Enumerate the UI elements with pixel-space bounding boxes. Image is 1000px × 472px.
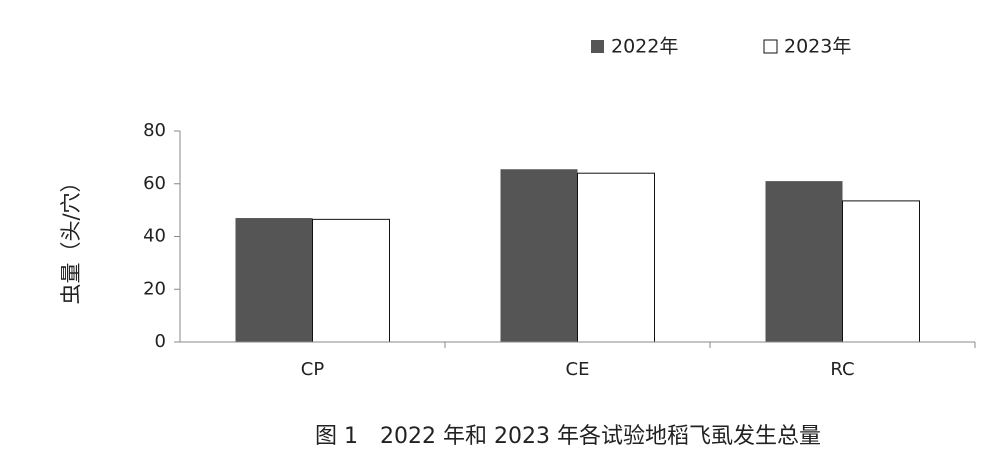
x-tick-label: RC (830, 359, 854, 380)
bar (577, 172, 655, 343)
y-tick-label: 60 (143, 173, 166, 194)
y-axis-label: 虫量（头/穴） (59, 171, 83, 304)
x-tick-label: CP (301, 359, 325, 380)
y-tick-label: 80 (143, 120, 166, 141)
y-tick-label: 0 (155, 331, 166, 352)
legend-swatch (591, 40, 604, 53)
legend-label: 2022年 (611, 36, 678, 58)
y-tick-label: 40 (143, 226, 166, 247)
x-tick-label: CE (566, 359, 590, 380)
bar (235, 218, 313, 342)
legend-label: 2023年 (784, 36, 851, 58)
bar (842, 200, 920, 343)
bar (312, 218, 390, 343)
legend-swatch (763, 39, 778, 54)
y-tick-label: 20 (143, 278, 166, 299)
chart-title: 图 1 2022 年和 2023 年各试验地稻飞虱发生总量 (315, 424, 821, 449)
bar (765, 181, 843, 342)
bar (500, 169, 578, 342)
